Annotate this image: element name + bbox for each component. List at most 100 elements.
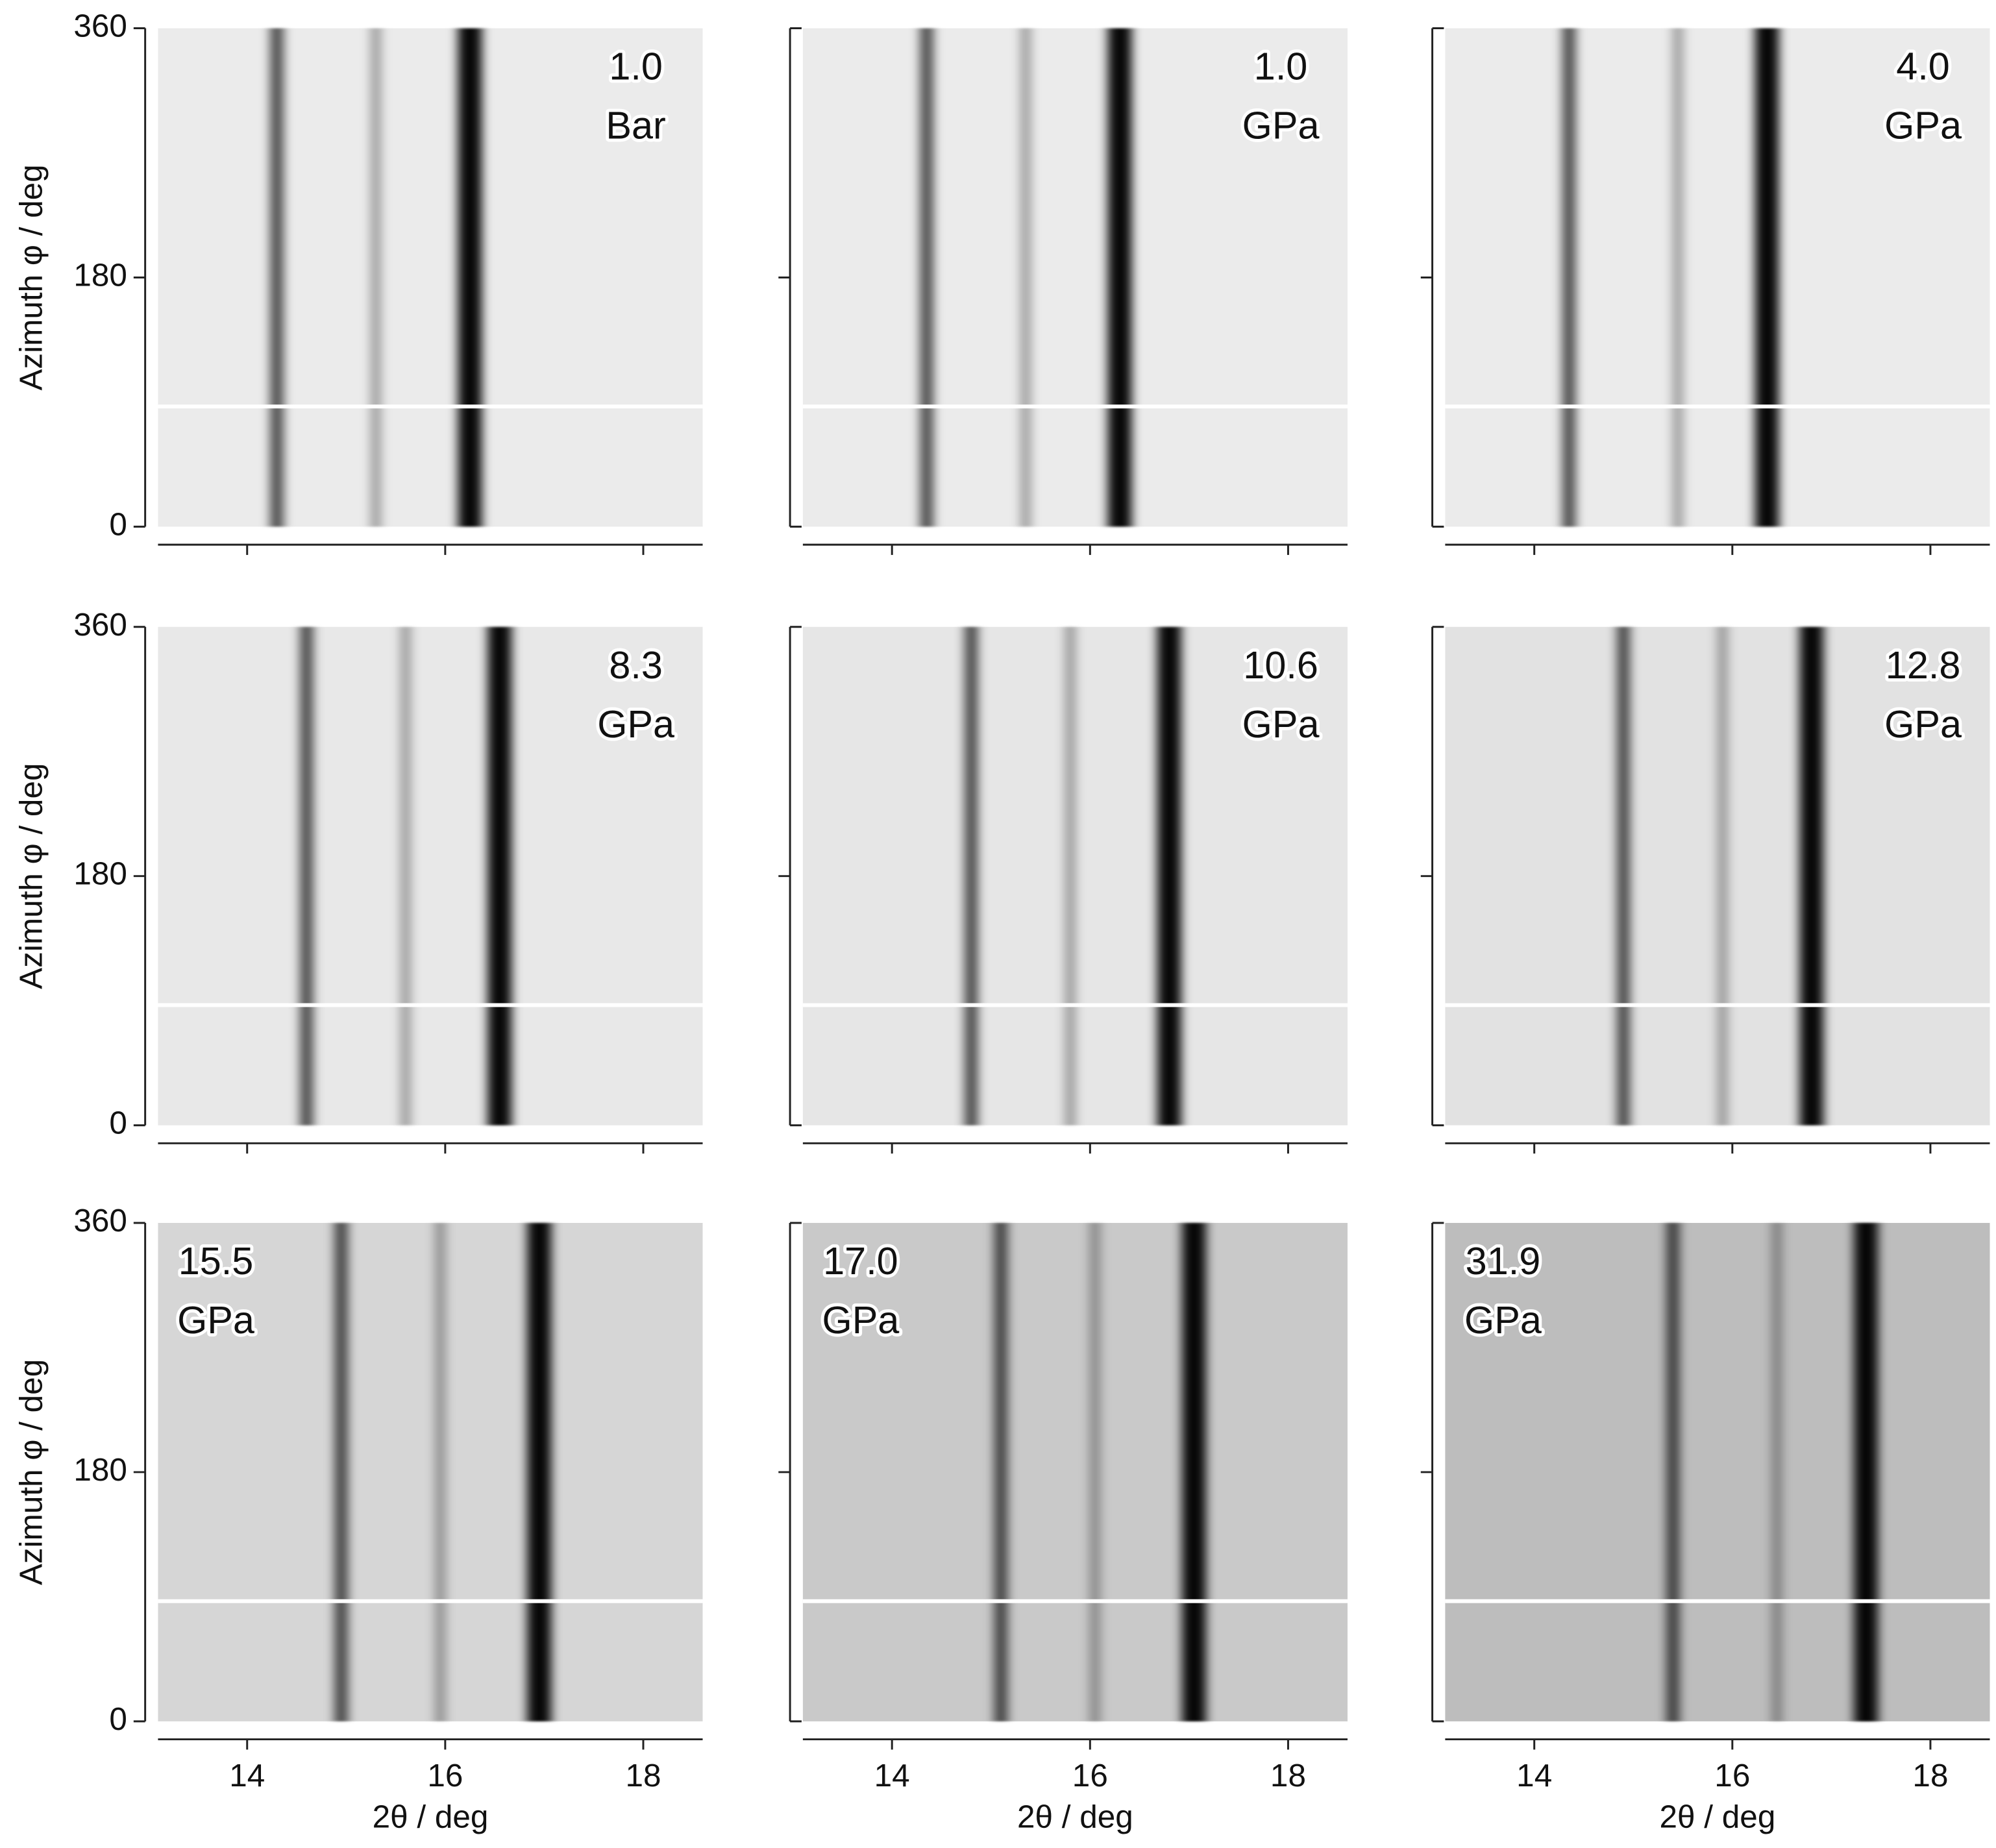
y-tick-label: 180 [73,856,127,892]
image-background [802,28,1348,527]
pressure-label: 1.0 [1254,45,1308,88]
y-tick-label: 360 [73,8,127,44]
ring-band [487,626,512,1126]
pressure-label: GPa [1884,104,1962,147]
image-background [158,28,703,527]
x-tick-label: 16 [1072,1758,1108,1793]
ring-band [334,1223,348,1721]
panel: 1.0 GPa [778,27,1348,555]
ring-band [1182,1223,1206,1721]
pressure-label: 15.5 [179,1239,254,1283]
pressure-label: 12.8 [1886,643,1961,687]
x-tick-label: 16 [1714,1758,1750,1793]
rings [1562,28,1779,527]
y-axis-label: Azimuth φ / deg [14,1359,49,1585]
x-axis-label: 2θ / deg [1660,1799,1776,1834]
panel: 0 180 360 Azimuth φ / deg 8.3 GPa [14,607,703,1154]
ring-band [1755,28,1779,527]
y-tick-label: 0 [109,1701,127,1737]
panel: 4.0 GPa [1420,27,1990,555]
panel: 0 180 360 Azimuth φ / deg 1.0 Bar [14,8,703,555]
pressure-label: GPa [597,702,675,746]
rings [270,28,482,527]
ring-band [1562,28,1576,527]
panel: 10.6 GPa [778,626,1348,1154]
ring-band [1157,626,1181,1126]
rings [334,1223,552,1721]
mask-line [158,404,703,409]
pressure-label: GPa [1242,104,1320,147]
x-tick-label: 18 [1912,1758,1948,1793]
pressure-label: 17.0 [823,1239,898,1283]
image-background [158,626,703,1126]
pressure-label: 31.9 [1466,1239,1541,1283]
panel: 14 16 18 2θ / deg 17.0 GPa [778,1222,1348,1834]
mask-line [802,1599,1348,1603]
ring-band [994,1223,1007,1721]
ring-band [1799,626,1824,1126]
ring-band [371,28,381,527]
panel: 12.8 GPa [1420,626,1990,1154]
y-tick-label: 0 [109,1105,127,1141]
pressure-label: GPa [1884,702,1962,746]
diffraction-image [802,28,1348,527]
diffraction-image [1445,1223,1990,1721]
ring-band [1673,28,1683,527]
ring-band [1771,1223,1782,1721]
mask-line [1445,1599,1990,1603]
y-tick-label: 360 [73,607,127,643]
diffraction-image [802,1223,1348,1721]
x-tick-label: 14 [874,1758,910,1793]
mask-line [1445,404,1990,409]
ring-band [965,626,978,1126]
y-tick-label: 180 [73,1452,127,1488]
y-tick-label: 180 [73,258,127,293]
diffraction-image [158,1223,703,1721]
image-background [802,1223,1348,1721]
image-background [158,1223,703,1721]
pressure-label: GPa [822,1298,900,1342]
x-axis-label: 2θ / deg [373,1799,489,1834]
ring-band [270,28,284,527]
ring-band [435,1223,445,1721]
diffraction-image [1445,28,1990,527]
pressure-label: GPa [1242,702,1320,746]
x-tick-label: 18 [625,1758,661,1793]
pressure-label: 1.0 [609,45,663,88]
ring-band [1717,626,1728,1126]
x-tick-label: 16 [427,1758,463,1793]
y-tick-label: 360 [73,1203,127,1238]
ring-band [400,626,411,1126]
mask-line [802,1003,1348,1007]
pressure-label: 8.3 [609,643,663,687]
ring-band [1617,626,1630,1126]
ring-band [1090,1223,1100,1721]
diffraction-image [802,626,1348,1126]
y-axis-label: Azimuth φ / deg [14,763,49,989]
rings [300,626,512,1126]
y-axis-label: Azimuth φ / deg [14,164,49,390]
rings [994,1223,1206,1721]
mask-line [1445,1003,1990,1007]
image-background [1445,1223,1990,1721]
mask-line [158,1599,703,1603]
pressure-label: 10.6 [1243,643,1318,687]
ring-band [920,28,933,527]
mask-line [158,1003,703,1007]
rings [965,626,1181,1126]
mask-line [802,404,1348,409]
ring-band [1065,626,1076,1126]
x-tick-label: 18 [1270,1758,1306,1793]
rings [920,28,1132,527]
x-tick-label: 14 [1516,1758,1552,1793]
ring-band [1666,1223,1680,1721]
x-axis-label: 2θ / deg [1017,1799,1133,1834]
image-background [1445,28,1990,527]
y-tick-label: 0 [109,506,127,542]
ring-band [300,626,314,1126]
ring-band [1107,28,1132,527]
ring-band [527,1223,552,1721]
diffraction-image [1445,626,1990,1126]
ring-band [1020,28,1031,527]
